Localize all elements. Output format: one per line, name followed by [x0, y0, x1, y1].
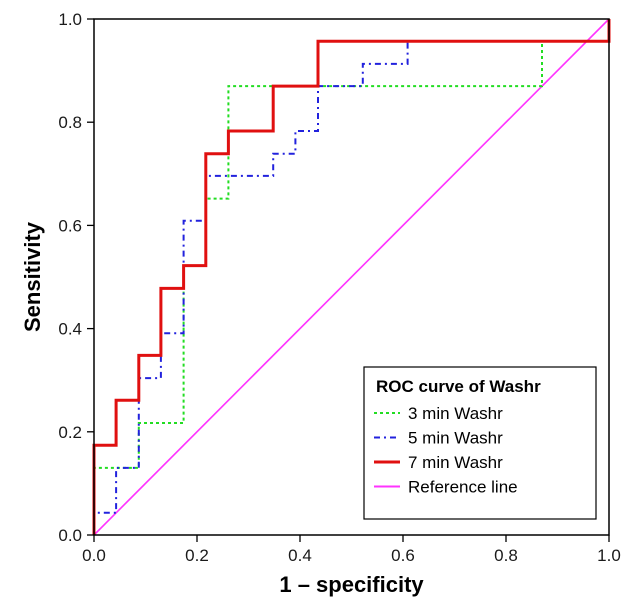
legend-label: Reference line — [408, 478, 518, 497]
x-tick-label: 0.4 — [288, 546, 312, 565]
legend-label: 5 min Washr — [408, 429, 503, 448]
legend: ROC curve of Washr 3 min Washr 5 min Wash… — [363, 366, 597, 520]
series-line-7-min-washr — [92, 19, 611, 535]
y-tick-label: 1.0 — [58, 10, 82, 29]
x-axis-title: 1 – specificity — [279, 572, 424, 597]
x-tick-label: 0.0 — [82, 546, 106, 565]
legend-items: 3 min Washr 5 min Washr 7 min Washr Referen… — [374, 404, 518, 497]
legend-label: 7 min Washr — [408, 453, 503, 472]
series-line-5-min-washr — [93, 19, 610, 535]
y-tick-label: 0.8 — [58, 113, 82, 132]
y-axis-title: Sensitivity — [20, 221, 45, 332]
y-tick-label: 0.6 — [58, 216, 82, 235]
series-line-reference-line — [93, 18, 610, 536]
y-tick-label: 0.2 — [58, 423, 82, 442]
legend-box — [363, 366, 597, 520]
plot-frame — [93, 18, 610, 536]
y-axis-ticks: 0.0 0.2 0.4 0.6 0.8 1.0 — [58, 10, 94, 545]
plot-series — [92, 18, 611, 536]
x-tick-label: 0.2 — [185, 546, 209, 565]
y-tick-label: 0.0 — [58, 526, 82, 545]
x-tick-label: 0.6 — [391, 546, 415, 565]
x-tick-label: 1.0 — [597, 546, 621, 565]
legend-title: ROC curve of Washr — [376, 377, 541, 396]
y-tick-label: 0.4 — [58, 320, 82, 339]
legend-label: 3 min Washr — [408, 404, 503, 423]
x-axis-ticks: 0.0 0.2 0.4 0.6 0.8 1.0 — [82, 535, 621, 565]
x-tick-label: 0.8 — [494, 546, 518, 565]
